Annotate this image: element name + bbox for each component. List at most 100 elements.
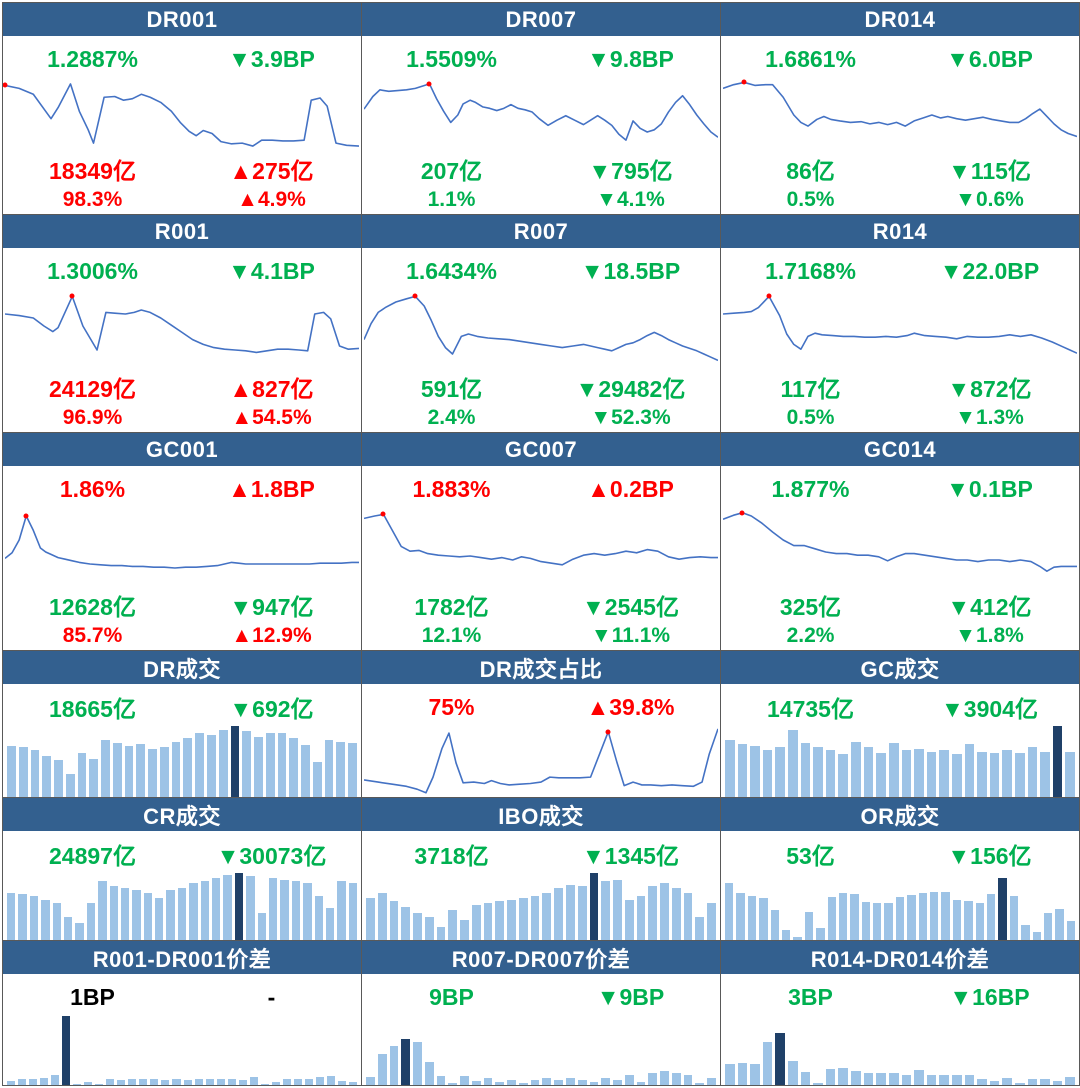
bar (227, 1079, 236, 1085)
stat-current-value: 24129亿 (49, 376, 136, 402)
bar (337, 881, 346, 940)
stat-row-percent-r014: 0.5% ▼1.3% (721, 404, 1079, 432)
stat-row-volume-r014: 117亿 ▼872亿 (721, 370, 1079, 404)
bar (314, 896, 323, 940)
stat-change-value: ▼1345亿 (582, 843, 679, 869)
stat-current-value: 12628亿 (49, 594, 136, 620)
bar-chart-cr-volume (5, 873, 359, 940)
bar (212, 878, 221, 940)
bar (683, 893, 693, 940)
bar (29, 895, 39, 940)
stat-row-top-dr014: 1.6861% ▼6.0BP (721, 36, 1079, 78)
panel-r007-dr007-spread: R007-DR007价差 9BP ▼9BP (362, 941, 720, 1085)
stat-row-top-dr001: 1.2887% ▼3.9BP (3, 36, 361, 78)
panel-title-gc001: GC001 (3, 433, 361, 466)
bar (377, 1053, 387, 1085)
panel-title-dr-volume: DR成交 (3, 651, 361, 684)
stat-change-value: ▲39.8% (586, 693, 675, 720)
bar (377, 893, 387, 940)
panel-r007: R007 1.6434% ▼18.5BP 591亿 ▼29482亿 2.4% ▼52.3% (362, 215, 720, 432)
bar (863, 747, 874, 797)
panel-title-r014: R014 (721, 215, 1079, 248)
bar (825, 1069, 836, 1085)
stat-current-value: 24897亿 (49, 843, 136, 869)
bar (18, 894, 27, 940)
bar (770, 909, 779, 940)
bar (7, 745, 16, 797)
bar (601, 1078, 611, 1085)
bar (813, 747, 823, 797)
stat-current-value: 0.5% (786, 406, 835, 429)
bar (648, 1072, 658, 1085)
bar (762, 1042, 773, 1085)
bar (671, 1072, 681, 1085)
bar (838, 893, 848, 940)
line-chart-r001 (5, 290, 359, 370)
bar (781, 929, 791, 940)
stat-change-value: ▼18.5BP (580, 257, 681, 284)
bar (986, 894, 996, 940)
stat-current-value: 1BP (70, 983, 115, 1010)
bar (813, 1082, 823, 1085)
stat-current-value: 1.883% (412, 475, 491, 502)
bar (888, 1072, 899, 1085)
stat-row-top-gc001: 1.86% ▲1.8BP (3, 466, 361, 508)
bar (554, 887, 564, 940)
bar (124, 745, 134, 797)
bar (143, 893, 153, 940)
bar (194, 1079, 203, 1085)
bar (106, 1079, 115, 1085)
bar (952, 899, 962, 940)
bar (1055, 909, 1064, 940)
bar (495, 901, 505, 940)
bar (277, 733, 287, 797)
panel-title-dr001: DR001 (3, 3, 361, 36)
bar (827, 897, 836, 940)
stat-current-value: 0.5% (786, 188, 835, 211)
bar (89, 759, 99, 797)
bar (707, 903, 716, 940)
bar (838, 754, 849, 797)
bar (205, 1079, 214, 1085)
bar (401, 906, 411, 940)
latest-point-dot (426, 81, 432, 87)
stat-current-value: 117亿 (780, 376, 841, 402)
stat-row-percent-gc007: 12.1% ▼11.1% (362, 622, 720, 650)
stat-current-value: 14735亿 (767, 696, 854, 722)
stat-current-value: 18349亿 (49, 158, 136, 184)
stat-row-top-dr-volume: 18665亿 ▼692亿 (3, 684, 361, 726)
bar (448, 909, 458, 940)
panel-gc014: GC014 1.877% ▼0.1BP 325亿 ▼412亿 2.2% ▼1.8% (721, 433, 1079, 650)
bar (348, 743, 357, 797)
bar (695, 916, 705, 940)
bar (660, 1071, 669, 1085)
bar (737, 744, 748, 797)
bar (964, 1075, 975, 1085)
bar (914, 1069, 924, 1085)
stat-change-value: ▼9BP (596, 983, 665, 1010)
bar (73, 1083, 82, 1085)
stat-row-volume-r007: 591亿 ▼29482亿 (362, 370, 720, 404)
bar (218, 729, 228, 797)
bar (265, 733, 275, 797)
latest-point-dot (380, 511, 386, 517)
bar (918, 893, 928, 940)
stat-row-top-r014-dr014-spread: 3BP ▼16BP (721, 974, 1079, 1016)
bar (257, 913, 266, 940)
bar (51, 1075, 60, 1085)
panel-title-or-volume: OR成交 (721, 798, 1079, 831)
bar (1043, 913, 1053, 940)
bar (109, 886, 118, 940)
bar (736, 893, 745, 940)
stat-change-value: ▼692亿 (229, 696, 314, 722)
bar (1027, 1079, 1038, 1085)
stat-change-value: ▼1.8% (955, 624, 1024, 647)
panel-dr001: DR001 1.2887% ▼3.9BP 18349亿 ▲275亿 98.3% ▲4.9% (3, 3, 361, 214)
stat-change-value: ▼3.9BP (228, 45, 315, 72)
stat-change-value: ▼2545亿 (582, 594, 679, 620)
panel-title-dr014: DR014 (721, 3, 1079, 36)
bar (1027, 747, 1038, 797)
bar (1021, 925, 1030, 940)
panel-title-ibo-volume: IBO成交 (362, 798, 720, 831)
stat-current-value: 18665亿 (49, 696, 136, 722)
